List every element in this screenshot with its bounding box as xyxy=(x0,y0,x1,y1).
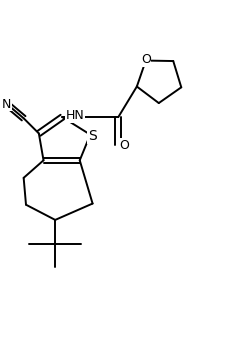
Text: N: N xyxy=(1,98,11,111)
Text: HN: HN xyxy=(66,110,84,122)
Text: O: O xyxy=(119,139,129,152)
Text: O: O xyxy=(141,53,151,66)
Text: S: S xyxy=(88,129,96,143)
